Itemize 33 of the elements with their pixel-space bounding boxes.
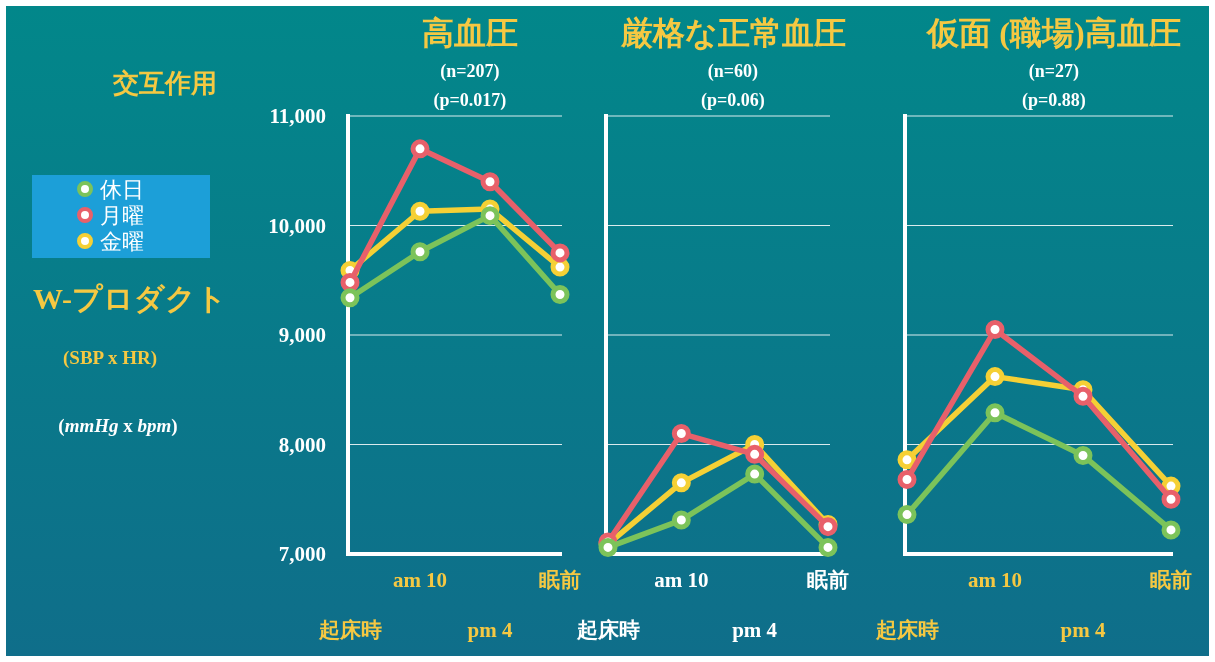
- x-tick-label: pm 4: [1060, 618, 1106, 642]
- chart-subtitle: (n=207): [440, 61, 500, 82]
- x-tick-label: pm 4: [732, 618, 778, 642]
- x-tick-label: 眠前: [1150, 568, 1192, 592]
- y-tick-label: 8,000: [278, 432, 326, 457]
- text: (p=0.017): [433, 90, 507, 111]
- x-tick-label: 眠前: [539, 568, 581, 592]
- text: (p=0.06): [701, 90, 765, 111]
- x-tick-label: 起床時: [317, 618, 382, 642]
- text: 交互作用: [112, 69, 217, 98]
- legend-label: 金曜: [100, 229, 144, 254]
- x-tick-label: am 10: [967, 568, 1023, 592]
- chart-subtitle: (n=27): [1028, 61, 1080, 82]
- x-tick-label: 起床時: [575, 618, 640, 642]
- text: (SBP x HR): [63, 347, 157, 369]
- chart-title: 厳格な正常血圧: [619, 15, 846, 51]
- x-tick-label: am 10: [392, 568, 448, 592]
- y-tick-label: 10,000: [268, 213, 326, 238]
- chart-title: 仮面 (職場)高血圧: [925, 15, 1181, 51]
- y-tick-label: 7,000: [278, 542, 326, 566]
- y-axis-title: W-プロダクト: [33, 282, 227, 315]
- x-tick-label: pm 4: [467, 618, 513, 642]
- x-tick-label: 起床時: [874, 618, 939, 642]
- legend-label: 月曜: [100, 203, 144, 228]
- legend-label: 休日: [100, 177, 144, 202]
- y-tick-label: 9,000: [278, 323, 326, 347]
- text: (mmHg x bpm): [58, 415, 178, 437]
- chart-subtitle: (n=60): [707, 61, 759, 82]
- x-tick-label: am 10: [654, 568, 709, 592]
- y-tick-label: 11,000: [269, 104, 326, 128]
- text: (p=0.88): [1022, 90, 1086, 111]
- chart-title: 高血圧: [422, 15, 518, 51]
- x-tick-label: 眠前: [807, 568, 849, 592]
